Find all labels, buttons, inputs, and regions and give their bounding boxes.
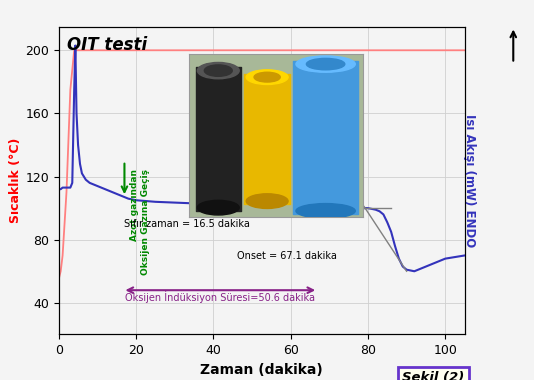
Text: Oksijen Gazına Geçiş: Oksijen Gazına Geçiş [141, 169, 150, 275]
Text: Onset = 67.1 dakika: Onset = 67.1 dakika [237, 251, 336, 261]
Text: Şekil (2): Şekil (2) [402, 371, 465, 380]
Y-axis label: Isı Akışı (mW) ENDO: Isı Akışı (mW) ENDO [462, 114, 476, 247]
X-axis label: Zaman (dakika): Zaman (dakika) [200, 363, 323, 377]
Text: Azot gazından: Azot gazından [130, 169, 139, 241]
Text: Oksijen İndüksiyon Süresi=50.6 dakika: Oksijen İndüksiyon Süresi=50.6 dakika [125, 291, 315, 303]
Text: OIT testi: OIT testi [67, 36, 147, 54]
Y-axis label: Sıcaklık (°C): Sıcaklık (°C) [10, 138, 22, 223]
Text: Sıfır zaman = 16.5 dakika: Sıfır zaman = 16.5 dakika [124, 219, 250, 229]
